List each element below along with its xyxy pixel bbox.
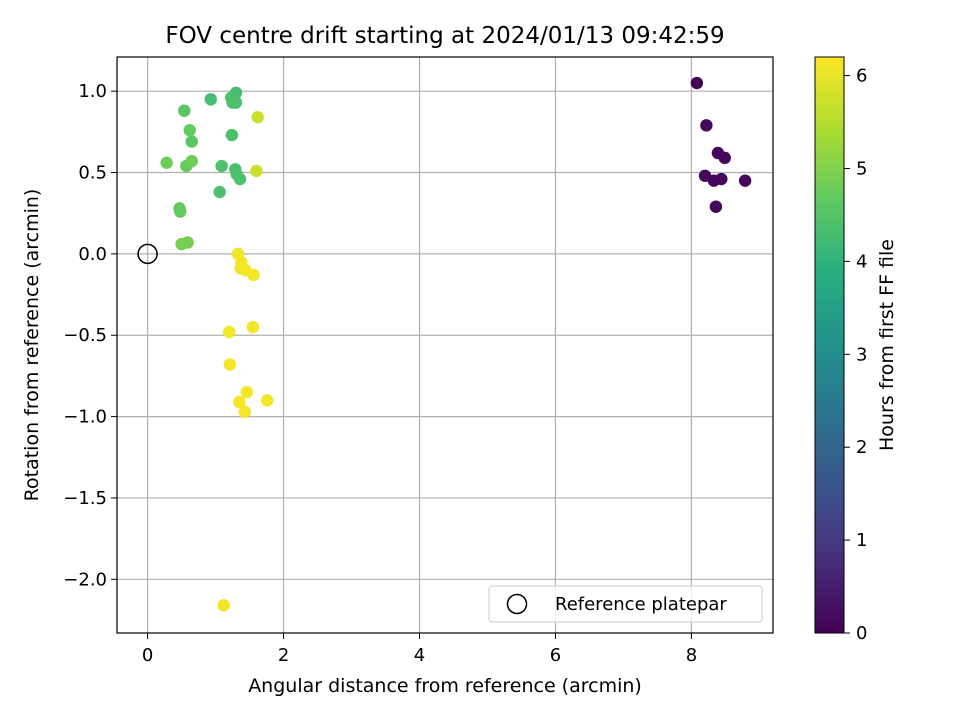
data-point: [240, 385, 254, 399]
data-point: [261, 394, 274, 407]
colorbar: 0 1 2 3 4 5 6 Hours from first FF file: [814, 56, 898, 644]
data-point: [233, 395, 246, 409]
data-point: [233, 172, 247, 186]
legend-marker: [506, 593, 528, 615]
colorbar-tick-label: 1: [856, 530, 867, 551]
data-point: [247, 268, 260, 282]
data-point: [229, 96, 243, 109]
data-point: [223, 358, 237, 371]
data-point: [718, 151, 731, 165]
data-point: [709, 200, 723, 213]
y-tick-label: −2.0: [63, 569, 107, 590]
data-point: [183, 124, 196, 137]
colorbar-tick-label: 3: [856, 344, 867, 365]
axes: 0 2 4 6 8 −2.0 −1.5 −1.0 −0.5 0.0 0.5 1.0: [63, 56, 774, 666]
data-point: [738, 174, 752, 187]
x-axis-label: Angular distance from reference (arcmin): [248, 675, 642, 697]
data-point: [204, 93, 218, 106]
plot-frame: [116, 56, 774, 634]
x-tick-label: 6: [550, 645, 561, 666]
y-tick-label: 0.0: [78, 244, 107, 265]
data-point: [185, 154, 198, 168]
colorbar-gradient: [815, 57, 844, 633]
grid-lines: [117, 57, 773, 633]
x-tick-label: 4: [414, 645, 425, 666]
colorbar-tick-label: 5: [856, 158, 867, 179]
data-point: [700, 119, 713, 132]
y-tick-label: 1.0: [78, 81, 107, 102]
data-point: [213, 185, 226, 199]
legend-box: [488, 585, 763, 623]
chart-title: FOV centre drift starting at 2024/01/13 …: [165, 23, 724, 49]
y-tick-label: −0.5: [63, 325, 107, 346]
colorbar-tick-label: 4: [856, 251, 867, 272]
x-tick-label: 2: [278, 645, 289, 666]
colorbar-ticks: 0 1 2 3 4 5 6: [844, 66, 867, 644]
x-tick-label: 8: [686, 645, 697, 666]
data-point: [160, 156, 173, 169]
data-points: [137, 76, 752, 612]
data-point: [185, 135, 198, 148]
data-point: [174, 205, 187, 218]
data-point: [715, 172, 728, 186]
data-point: [217, 599, 230, 612]
data-point: [225, 128, 239, 142]
legend: Reference platepar: [488, 585, 763, 623]
colorbar-tick-label: 0: [856, 623, 867, 644]
colorbar-label: Hours from first FF file: [876, 239, 898, 451]
colorbar-tick-label: 2: [856, 437, 867, 458]
data-point: [250, 164, 263, 178]
colorbar-frame: [814, 56, 845, 634]
legend-label: Reference platepar: [555, 594, 727, 615]
data-point: [178, 104, 191, 117]
data-point: [222, 325, 236, 339]
y-axis-label: Rotation from reference (arcmin): [21, 189, 43, 502]
data-point: [690, 76, 704, 90]
data-point: [181, 236, 194, 249]
x-tick-label: 0: [142, 645, 153, 666]
data-point: [238, 405, 252, 418]
colorbar-tick-label: 6: [856, 66, 867, 87]
data-point: [251, 111, 264, 124]
reference-platepar-marker: [137, 243, 158, 265]
data-point: [215, 159, 228, 173]
y-tick-label: 0.5: [78, 163, 107, 184]
y-tick-label: −1.0: [63, 407, 107, 428]
y-tick-label: −1.5: [63, 488, 107, 509]
data-point: [246, 320, 260, 334]
